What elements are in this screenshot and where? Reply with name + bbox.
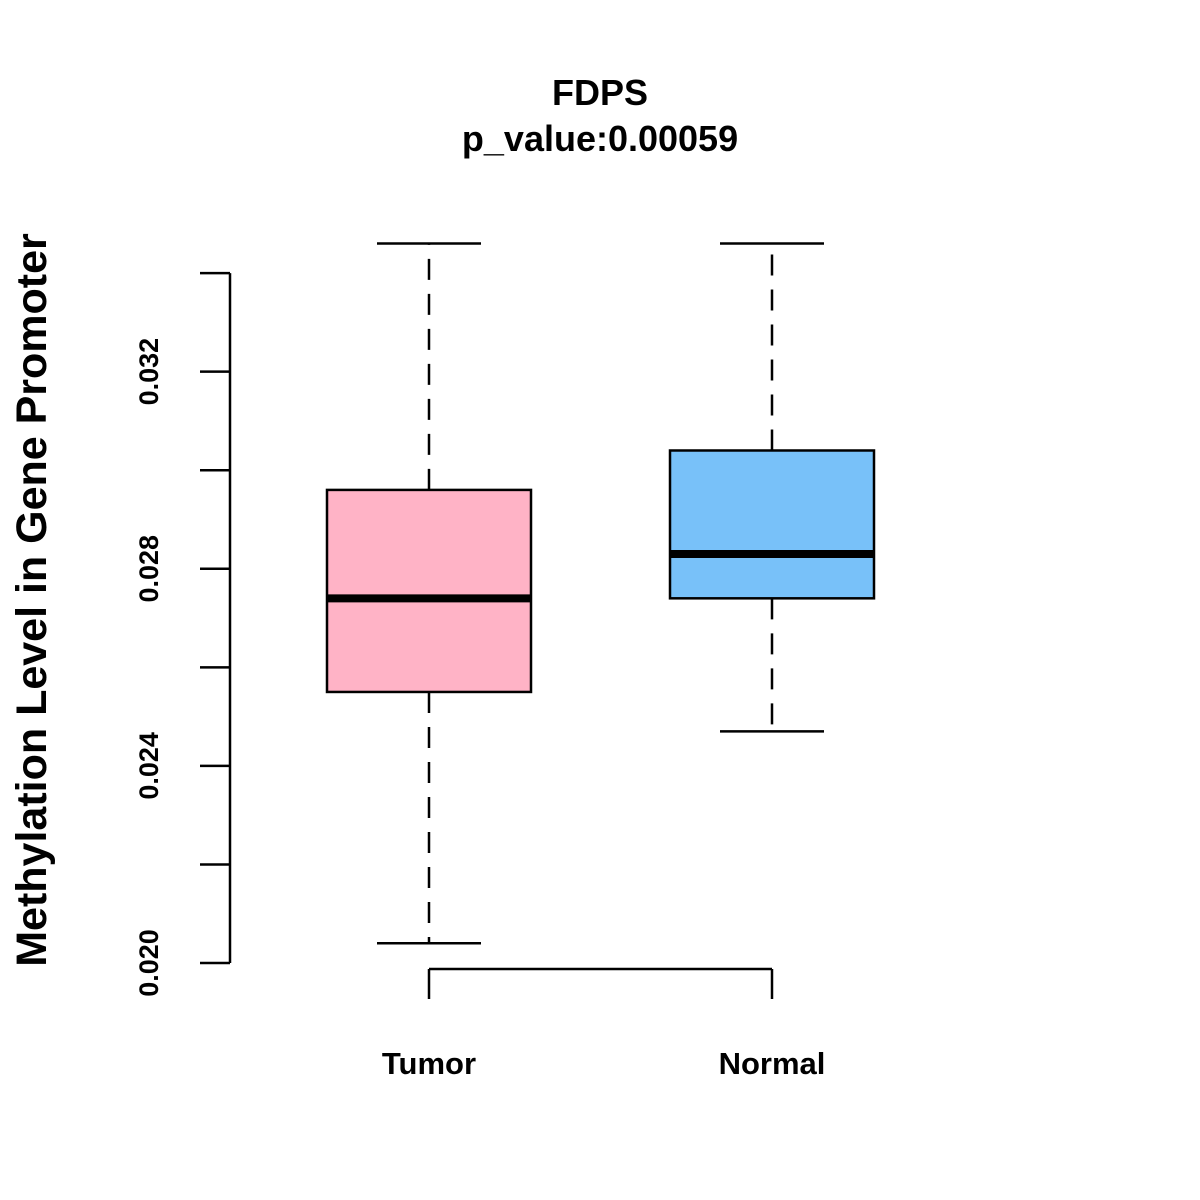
chart-title: FDPS bbox=[552, 72, 648, 113]
y-axis: 0.020 0.024 0.028 0.032 bbox=[134, 271, 232, 997]
box-tumor bbox=[325, 242, 533, 945]
y-axis-label: Methylation Level in Gene Promoter bbox=[8, 233, 56, 967]
x-axis: Tumor Normal bbox=[382, 967, 826, 1081]
boxes bbox=[325, 242, 876, 945]
iqr-box bbox=[668, 449, 876, 600]
x-tick-label-normal: Normal bbox=[719, 1046, 826, 1081]
box-normal bbox=[668, 242, 876, 733]
y-tick-label: 0.032 bbox=[134, 338, 164, 406]
iqr-box bbox=[325, 488, 533, 694]
y-tick-label: 0.028 bbox=[134, 535, 164, 603]
y-tick-label: 0.020 bbox=[134, 929, 164, 997]
x-tick-label-tumor: Tumor bbox=[382, 1046, 476, 1081]
chart-subtitle: p_value:0.00059 bbox=[462, 118, 738, 159]
y-tick-label: 0.024 bbox=[134, 732, 164, 800]
